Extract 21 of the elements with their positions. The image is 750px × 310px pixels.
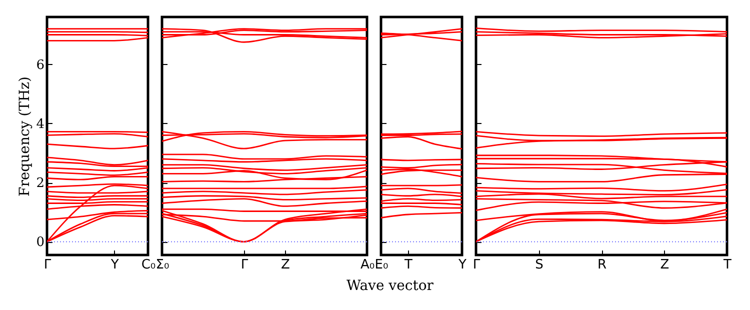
x-tick-label: Y <box>458 258 467 272</box>
x-tick-label: Γ <box>472 258 481 272</box>
y-tick-label: 2 <box>36 176 44 192</box>
y-tick-label: 0 <box>36 235 44 250</box>
x-tick-label: E₀ <box>374 258 388 272</box>
x-tick-label: Z <box>281 258 290 272</box>
x-tick-label: A₀ <box>360 258 375 272</box>
x-tick-label: Y <box>110 258 119 272</box>
x-tick-label: C₀ <box>141 258 156 272</box>
y-tick-label: 6 <box>36 58 44 73</box>
x-tick-label: Γ <box>44 258 52 272</box>
x-tick-label: Σ₀ <box>156 258 170 272</box>
x-tick-label: S <box>535 258 544 272</box>
y-tick-label: 4 <box>36 116 44 132</box>
x-tick-label: Γ <box>240 258 249 272</box>
x-axis-title: Wave vector <box>346 278 434 294</box>
x-tick-label: T <box>404 258 413 272</box>
y-axis-title: Frequency (THz) <box>17 76 34 197</box>
x-tick-label: R <box>597 258 607 272</box>
x-tick-label: Z <box>660 258 670 272</box>
x-tick-label: T <box>722 258 732 272</box>
